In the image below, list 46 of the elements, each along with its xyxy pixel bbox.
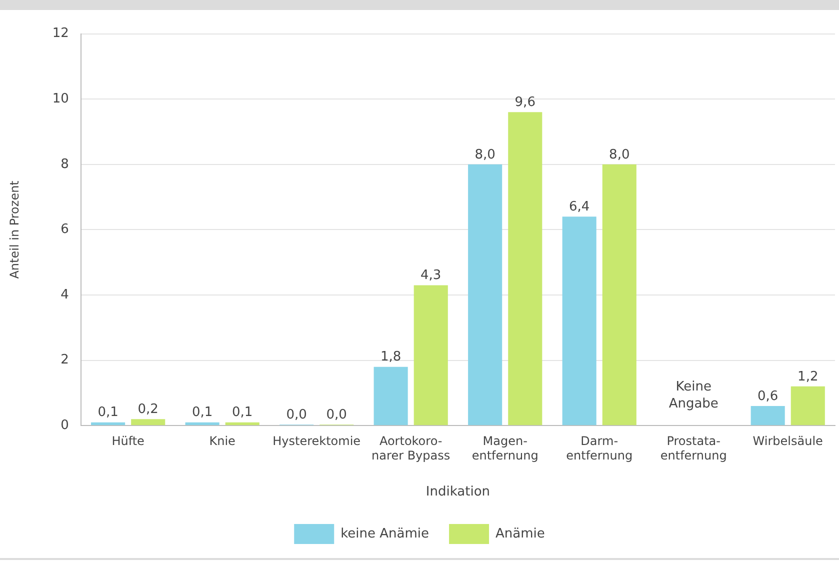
data-label: 4,3 <box>420 268 442 284</box>
bar <box>508 112 542 426</box>
y-tick-label: 8 <box>60 156 69 172</box>
x-tick-label: Magen- entfernung <box>472 434 538 462</box>
x-tick-label: Knie <box>209 434 236 448</box>
y-tick-label: 2 <box>60 352 69 368</box>
y-tick-label: 4 <box>60 287 69 302</box>
x-tick-label: Prostata- entfernung <box>660 434 727 462</box>
data-label: 0,0 <box>326 407 347 422</box>
x-tick-label: Hysterektomie <box>272 434 361 448</box>
bar <box>225 422 260 426</box>
data-label: 8,0 <box>609 147 630 162</box>
bar <box>468 164 502 426</box>
data-label: 1,8 <box>380 350 402 365</box>
data-label: 0,6 <box>758 388 778 404</box>
annotation: Keine Angabe <box>668 379 718 412</box>
y-tick-label: 6 <box>60 222 69 238</box>
x-tick-label: Darm- entfernung <box>566 434 633 462</box>
y-tick-label: 12 <box>52 26 69 42</box>
data-label: 9,6 <box>514 95 536 110</box>
data-label: 0,1 <box>192 405 213 420</box>
x-tick-label: Aortokoro- narer Bypass <box>372 434 450 462</box>
y-tick-label: 0 <box>60 418 69 433</box>
bar <box>91 422 126 426</box>
data-label: 6,4 <box>568 200 590 215</box>
x-axis-title: Indikation <box>426 484 490 500</box>
legend-label: keine Anämie <box>340 526 430 542</box>
x-tick-label: Wirbelsäule <box>752 434 823 448</box>
data-label: 0,1 <box>98 405 118 420</box>
bar <box>602 164 636 426</box>
bar <box>185 422 220 426</box>
data-label: 8,0 <box>474 147 496 162</box>
data-label: 0,1 <box>232 405 253 420</box>
bar <box>562 216 596 426</box>
bar <box>131 419 166 426</box>
data-label: 1,2 <box>798 369 818 384</box>
x-tick-label: Hüfte <box>112 434 144 448</box>
y-tick-label: 10 <box>52 91 69 106</box>
data-label: 0,0 <box>286 407 307 422</box>
bar <box>414 285 448 426</box>
bar <box>374 366 408 426</box>
y-axis-title: Anteil in Prozent <box>7 180 22 279</box>
bar <box>790 386 825 426</box>
data-label: 0,2 <box>138 402 158 417</box>
legend-label: Anämie <box>496 526 545 542</box>
bar <box>750 406 785 426</box>
